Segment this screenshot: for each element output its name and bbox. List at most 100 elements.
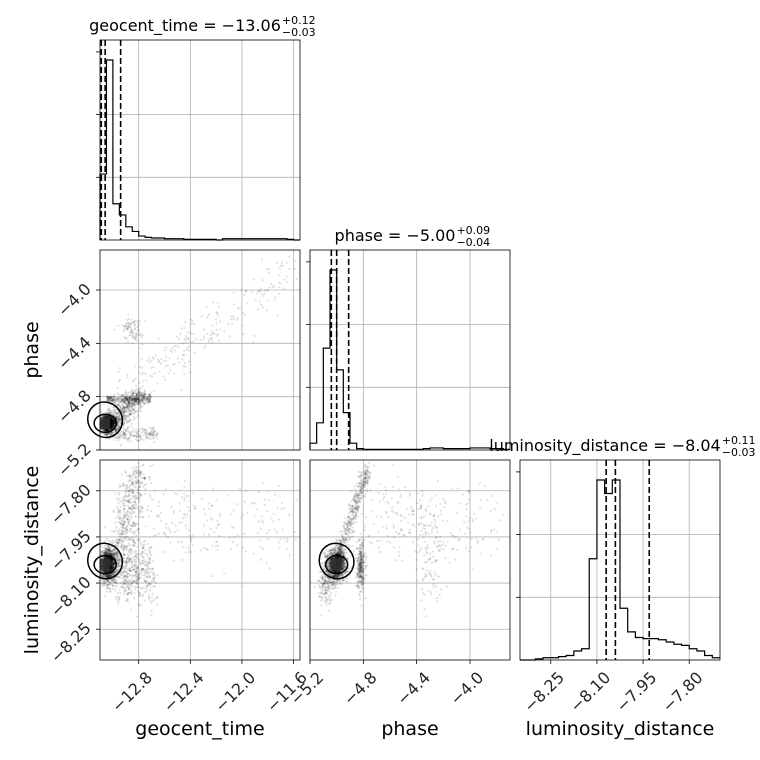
scatter-point	[156, 437, 159, 440]
scatter-point	[133, 327, 136, 330]
scatter-point	[143, 389, 146, 392]
scatter-point	[194, 506, 197, 510]
scatter-point	[118, 515, 121, 519]
scatter-point	[117, 404, 120, 407]
scatter-point	[150, 359, 153, 362]
scatter-point	[125, 393, 128, 396]
scatter-point	[134, 331, 137, 334]
scatter-point	[268, 567, 271, 570]
scatter-point	[130, 489, 133, 492]
scatter-point	[127, 407, 131, 410]
scatter-point	[128, 409, 132, 412]
scatter-point	[184, 341, 187, 344]
scatter-point	[112, 420, 116, 423]
scatter-point	[130, 608, 133, 611]
scatter-point	[138, 371, 141, 375]
scatter-point	[109, 424, 112, 428]
scatter-point	[273, 298, 276, 302]
scatter-point	[242, 546, 245, 550]
scatter-point	[113, 589, 116, 592]
scatter-point	[122, 427, 125, 430]
scatter-point	[278, 546, 281, 549]
scatter-point	[121, 405, 124, 409]
scatter-point	[243, 532, 246, 535]
scatter-point	[119, 505, 122, 508]
scatter-point	[131, 563, 134, 566]
scatter-point	[111, 426, 114, 429]
scatter-point	[122, 432, 126, 435]
scatter-point	[141, 550, 144, 553]
scatter-point	[150, 427, 153, 430]
scatter-point	[126, 376, 129, 379]
scatter-point	[131, 422, 134, 425]
scatter-point	[126, 552, 129, 555]
scatter-point	[130, 392, 133, 395]
scatter-point	[135, 438, 138, 441]
scatter-point	[241, 585, 244, 588]
scatter-point	[122, 592, 126, 596]
scatter-point	[123, 416, 126, 420]
scatter-point	[143, 599, 146, 602]
scatter-point	[118, 404, 122, 407]
scatter-point	[132, 415, 136, 418]
scatter-point	[112, 420, 116, 424]
scatter-point	[138, 435, 141, 439]
scatter-point	[181, 558, 184, 562]
scatter-point	[128, 394, 131, 397]
scatter-point	[109, 396, 113, 399]
scatter-point	[236, 318, 239, 321]
scatter-point	[146, 509, 149, 512]
scatter-point	[178, 502, 181, 505]
scatter-point	[137, 430, 140, 433]
histogram-title-geocent_time: geocent_time = −13.06 +0.12−0.03	[89, 14, 316, 39]
scatter-point	[189, 340, 192, 344]
scatter-point	[112, 422, 116, 425]
scatter-point	[128, 396, 132, 399]
scatter-point	[202, 533, 206, 536]
scatter-point	[115, 411, 118, 415]
scatter-point	[137, 323, 141, 326]
scatter-point	[132, 412, 135, 415]
scatter-point	[211, 332, 214, 336]
scatter-point	[149, 586, 152, 589]
scatter-point	[127, 440, 130, 443]
scatter-point	[219, 320, 222, 323]
scatter-point	[276, 506, 279, 509]
scatter-point	[111, 422, 114, 425]
scatter-point	[157, 532, 160, 536]
scatter-point	[144, 373, 147, 376]
scatter-point	[141, 343, 144, 346]
scatter-point	[127, 403, 130, 406]
scatter-point	[130, 536, 133, 539]
title-plus: +0.12	[282, 14, 316, 27]
scatter-point	[277, 518, 281, 521]
scatter-point	[148, 493, 152, 496]
scatter-point	[151, 592, 154, 596]
histogram-frame-luminosity_distance	[519, 459, 721, 661]
scatter-point	[116, 559, 119, 562]
scatter-point	[110, 425, 113, 428]
scatter-point	[120, 577, 123, 580]
scatter-point	[121, 324, 124, 327]
scatter-point	[156, 382, 159, 385]
scatter-point	[106, 409, 110, 412]
scatter-point	[254, 502, 257, 505]
scatter-point	[115, 596, 118, 599]
scatter-point	[119, 538, 123, 541]
scatter-point	[261, 306, 264, 309]
scatter-point	[112, 424, 115, 427]
scatter-point	[110, 417, 113, 420]
scatter-point	[127, 542, 130, 545]
scatter-point	[109, 422, 112, 425]
scatter-point	[169, 531, 172, 534]
scatter-point	[131, 488, 135, 491]
scatter-point	[121, 411, 124, 414]
scatter-point	[117, 532, 120, 535]
scatter-point	[288, 255, 291, 258]
scatter-point	[105, 537, 108, 540]
scatter-point	[122, 414, 125, 417]
scatter-point	[128, 550, 131, 553]
scatter-point	[107, 395, 110, 398]
scatter-point	[138, 333, 141, 336]
scatter-point	[124, 599, 128, 602]
